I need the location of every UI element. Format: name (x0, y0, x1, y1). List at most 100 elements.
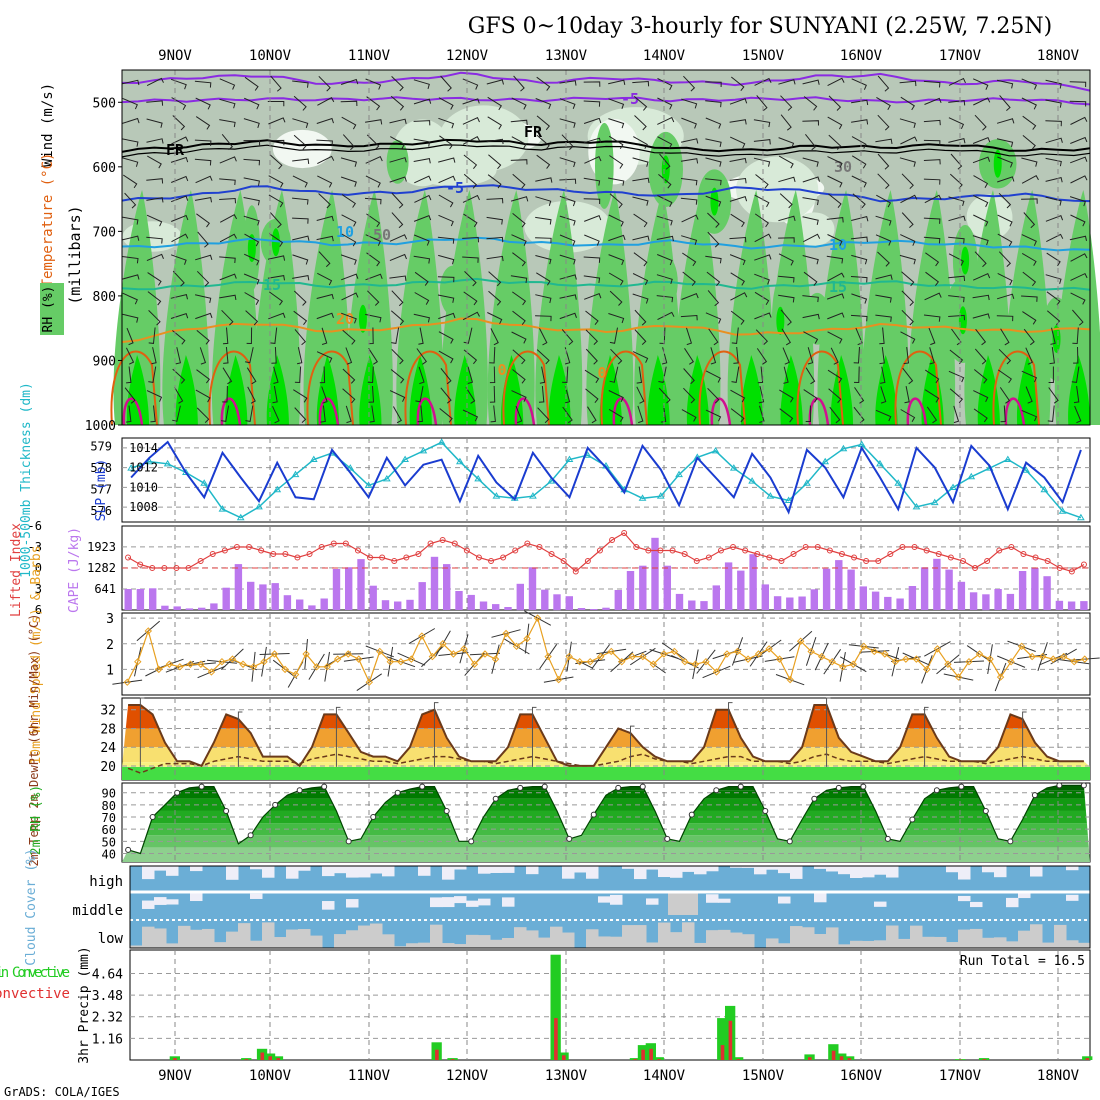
wind-barb (413, 158, 431, 164)
wind-barb (903, 347, 910, 365)
footer-credit: GrADS: COLA/IGES (4, 1085, 120, 1099)
cape-bar-41 (626, 571, 635, 610)
wind-barb (826, 293, 845, 300)
rh2m-marker-12 (272, 801, 279, 808)
wind-barb (902, 367, 914, 385)
cape-bar-59 (847, 569, 855, 610)
lifted-marker-78 (1068, 568, 1075, 575)
wind-barb (850, 314, 868, 322)
wind10m-marker-25 (386, 657, 395, 666)
wind-barb (296, 347, 303, 365)
wind10m-marker-60 (754, 650, 763, 658)
wind-barb (779, 389, 794, 403)
wind-barb (341, 312, 357, 324)
wind-barb (829, 406, 841, 424)
wind-barb (243, 97, 260, 110)
wind-barb (511, 97, 527, 110)
wind-barb (928, 327, 936, 346)
precip-legend-convective: Convective (0, 986, 70, 1002)
cloud-mid-gap-39 (598, 896, 611, 903)
cloud-high-gap-16 (322, 866, 335, 877)
cloud-low-gap-47 (694, 942, 707, 948)
cape-tick-1: 1282 (87, 561, 116, 575)
wind-barb (1069, 81, 1087, 88)
wind-barb (175, 347, 181, 365)
wind-barb (948, 295, 965, 303)
cape-bar-64 (908, 586, 917, 610)
cloud-low-gap-79 (1078, 942, 1091, 948)
wind-barb (171, 97, 187, 110)
wind-barb (729, 119, 747, 125)
wind-barb (999, 95, 1011, 111)
wind-barb (826, 255, 844, 264)
wind-barb (462, 78, 479, 90)
cloud-high-gap-52 (754, 866, 767, 875)
wind-barb (996, 79, 1014, 89)
wind-barb (828, 388, 842, 404)
wind-barb (1025, 386, 1033, 404)
wind-barb (608, 98, 625, 109)
cloud-low-gap-39 (598, 936, 611, 948)
rh-humid-column-18 (964, 190, 1012, 425)
thickness-marker-46 (967, 472, 976, 480)
wind-barb (923, 139, 941, 146)
wind-barb (535, 98, 552, 110)
precip-convective-bar-4 (276, 1058, 280, 1060)
thickness-marker-0 (127, 464, 136, 471)
lifted-marker-4 (173, 565, 180, 571)
cloud-low-gap-5 (190, 929, 203, 948)
wind-barb (1000, 328, 1010, 346)
wind-barb (1070, 253, 1088, 262)
wind-barb (951, 328, 962, 346)
wind-barb (462, 256, 479, 263)
cloud-low-gap-7 (214, 942, 227, 948)
wind10m-marker-20 (333, 655, 342, 663)
cloud-low-gap-36 (562, 932, 575, 948)
wind-barb (753, 139, 771, 145)
cloud-high-gap-46 (682, 866, 695, 872)
cloud-high-gap-14 (298, 866, 311, 871)
wind-barb (997, 272, 1013, 286)
cloud-low-gap-65 (910, 925, 923, 948)
wind-barb (608, 214, 624, 227)
cloud-mid-gap-78 (1066, 894, 1079, 901)
lifted-marker-56 (802, 544, 809, 550)
lifted-marker-21 (379, 554, 386, 561)
wind-barb (146, 100, 164, 106)
thickness-marker-12 (346, 464, 355, 471)
rh2m-marker-60 (860, 783, 867, 790)
rh-humid-column-7 (440, 190, 488, 425)
rh-mid-blob-14 (439, 265, 466, 316)
temp2m-minmax-marker-0 (139, 697, 145, 767)
wind-barb (195, 175, 213, 184)
wind-barb (1045, 157, 1062, 167)
wind-barb (366, 252, 381, 267)
wind-barb (391, 192, 404, 209)
wind-barb (219, 119, 236, 128)
wind-barb (1023, 212, 1036, 229)
wind-barb (1072, 327, 1079, 345)
wind-barb (877, 114, 890, 131)
wind-barb (608, 177, 625, 186)
wind-barb (923, 314, 941, 322)
wind-barb (194, 139, 212, 146)
lifted-marker-53 (766, 554, 773, 561)
cloud-mid-gap-2 (154, 897, 167, 905)
precip-convective-bar-11 (649, 1048, 653, 1060)
cape-ylabel-cape: CAPE (J/kg) (67, 527, 82, 613)
cloud-high-gap-5 (190, 866, 203, 872)
wind-barb (414, 271, 429, 286)
wind10m-marker-52 (670, 647, 679, 656)
thickness-marker-20 (492, 492, 501, 499)
wind-barb (802, 120, 819, 126)
wind-barb (658, 174, 672, 189)
wind-barb (486, 197, 504, 204)
wind-barb (535, 237, 552, 244)
wind-barb (807, 347, 814, 365)
cloud-high-gap-20 (370, 866, 383, 874)
wind-barb (243, 253, 260, 266)
wind-barb (342, 134, 355, 151)
isotherm-25c-arc-0 (110, 350, 158, 426)
wind-barb (1069, 196, 1086, 207)
lifted-marker-58 (826, 547, 833, 554)
